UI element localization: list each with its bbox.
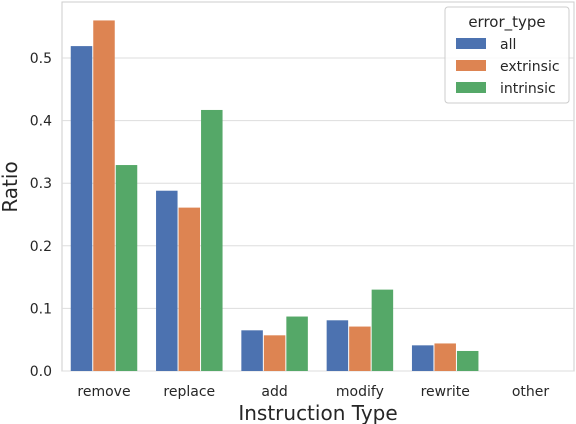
legend-label-all: all [500, 37, 516, 53]
bar-intrinsic-replace [201, 109, 223, 371]
legend-title: error_type [468, 13, 545, 32]
x-tick-label: modify [336, 384, 384, 400]
legend-label-extrinsic: extrinsic [500, 59, 560, 75]
bar-extrinsic-add [263, 335, 286, 371]
bar-all-remove [70, 46, 93, 372]
y-tick-labels: 0.0 0.1 0.2 0.3 0.4 0.5 [30, 51, 52, 380]
bar-all-add [241, 330, 263, 371]
legend-box [444, 6, 570, 104]
legend-swatch-extrinsic [456, 60, 486, 71]
bar-extrinsic-remove [93, 20, 115, 371]
legend-label-intrinsic: intrinsic [500, 81, 556, 97]
x-axis-title: Instruction Type [238, 401, 397, 424]
x-tick-labels: remove replace add modify rewrite other [77, 384, 549, 400]
y-tick-label: 0.5 [30, 51, 52, 67]
x-tick-label: add [261, 384, 287, 400]
bar-all-replace [156, 190, 178, 371]
y-axis-title: Ratio [0, 161, 22, 212]
legend: error_type all extrinsic intrinsic [444, 6, 570, 104]
x-tick-label: remove [77, 384, 130, 400]
bar-intrinsic-add [286, 316, 308, 371]
y-tick-label: 0.3 [30, 176, 52, 192]
y-tick-label: 0.1 [30, 301, 52, 317]
bar-all-modify [326, 320, 349, 371]
bar-intrinsic-remove [115, 165, 138, 371]
bars [70, 20, 479, 372]
legend-swatch-all [456, 38, 486, 49]
bar-all-rewrite [411, 345, 434, 371]
y-tick-label: 0.2 [30, 239, 52, 255]
bar-intrinsic-modify [371, 289, 394, 371]
y-tick-label: 0.0 [30, 364, 52, 380]
x-tick-label: rewrite [421, 384, 470, 400]
bar-extrinsic-replace [178, 207, 201, 371]
bar-extrinsic-modify [349, 326, 371, 371]
x-tick-label: replace [163, 384, 215, 400]
bar-extrinsic-rewrite [434, 343, 456, 371]
x-tick-label: other [512, 384, 550, 400]
bar-intrinsic-rewrite [456, 350, 479, 371]
legend-swatch-intrinsic [456, 82, 486, 93]
y-tick-label: 0.4 [30, 114, 52, 130]
